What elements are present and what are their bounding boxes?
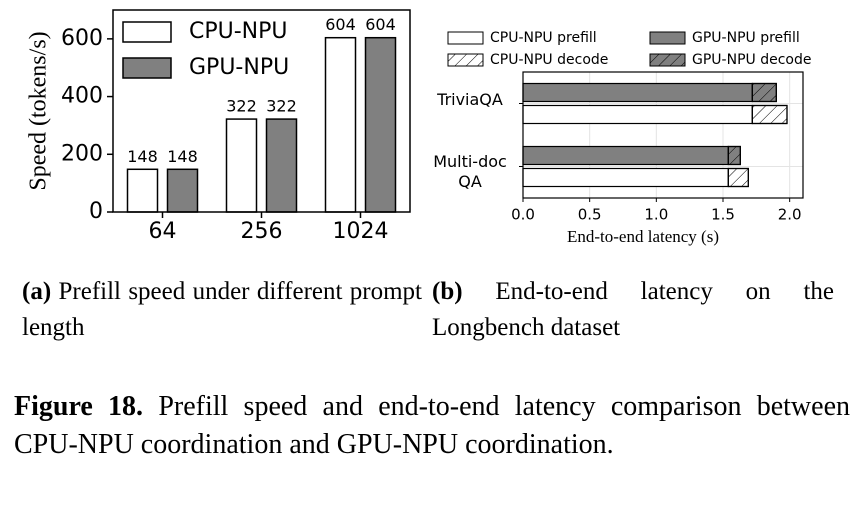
x-tick-label: 1.0 <box>644 206 668 224</box>
x-axis-label: End-to-end latency (s) <box>567 227 719 246</box>
x-tick-label: 1.5 <box>711 206 735 224</box>
legend-swatch <box>649 31 686 45</box>
y-tick-label: TriviaQA <box>437 89 503 109</box>
bar <box>225 118 258 213</box>
bar <box>324 36 357 213</box>
legend-label: GPU-NPU prefill <box>692 30 800 46</box>
x-tick-label: 0.5 <box>578 206 602 224</box>
subcaption-label: (a) <box>22 278 52 305</box>
bar-hatch <box>751 82 777 103</box>
bar-hatch <box>727 167 749 188</box>
subcaption-label: (b) <box>432 278 463 305</box>
data-label: 148 <box>167 147 198 166</box>
bar <box>265 118 298 213</box>
subcaption-text: Prefill speed under different prompt len… <box>22 278 423 341</box>
subcaption-b: (b) End-to-end latency on the Longbench … <box>432 274 834 346</box>
plot-frame <box>522 71 804 199</box>
subcaption-a: (a) Prefill speed under different prompt… <box>22 274 422 346</box>
legend-swatch <box>447 31 484 45</box>
y-tick-label: Multi-doc QA <box>433 151 507 191</box>
y-tick-label: 200 <box>61 141 103 166</box>
bar <box>522 145 729 166</box>
bar <box>522 167 729 188</box>
x-tick-label: 256 <box>241 219 283 244</box>
legend-label: CPU-NPU <box>189 19 288 44</box>
legend-label: GPU-NPU decode <box>692 52 811 68</box>
bar-hatch <box>751 104 788 125</box>
legend-label: CPU-NPU decode <box>490 52 608 68</box>
figure-caption: Figure 18. Prefill speed and end-to-end … <box>14 388 850 464</box>
y-tick-label: 600 <box>61 26 103 51</box>
figure: 0 200 400 600 Speed (tokens/s) 64 148 148 256 322… <box>26 9 811 246</box>
data-label: 322 <box>226 97 257 116</box>
x-tick-label: 2.0 <box>778 206 802 224</box>
plot-frame <box>112 9 411 213</box>
data-label: 322 <box>266 97 297 116</box>
bar <box>126 168 159 213</box>
subcaption-text: End-to-end latency on the Longbench data… <box>432 278 834 341</box>
data-label: 148 <box>127 147 158 166</box>
y-tick-label: 400 <box>61 84 103 109</box>
legend-hatch <box>649 53 686 67</box>
legend-hatch <box>447 53 484 67</box>
bar <box>364 36 397 213</box>
legend-swatch <box>122 57 172 79</box>
legend-label: GPU-NPU <box>189 55 289 80</box>
bar-hatch <box>727 145 741 166</box>
bar <box>522 82 753 103</box>
x-tick-label: 0.0 <box>511 206 535 224</box>
caption-label: Figure 18. <box>14 391 144 422</box>
y-tick-label: 0 <box>89 199 103 224</box>
legend-label: CPU-NPU prefill <box>490 30 597 46</box>
bar <box>522 104 753 125</box>
data-label: 604 <box>325 15 356 34</box>
x-tick-label: 1024 <box>333 219 389 244</box>
x-tick-label: 64 <box>149 219 177 244</box>
y-axis-label: Speed (tokens/s) <box>26 31 52 190</box>
caption-text: Prefill speed and end-to-end latency com… <box>14 391 850 460</box>
bar <box>166 168 199 213</box>
data-label: 604 <box>365 15 396 34</box>
legend-swatch <box>122 21 172 43</box>
